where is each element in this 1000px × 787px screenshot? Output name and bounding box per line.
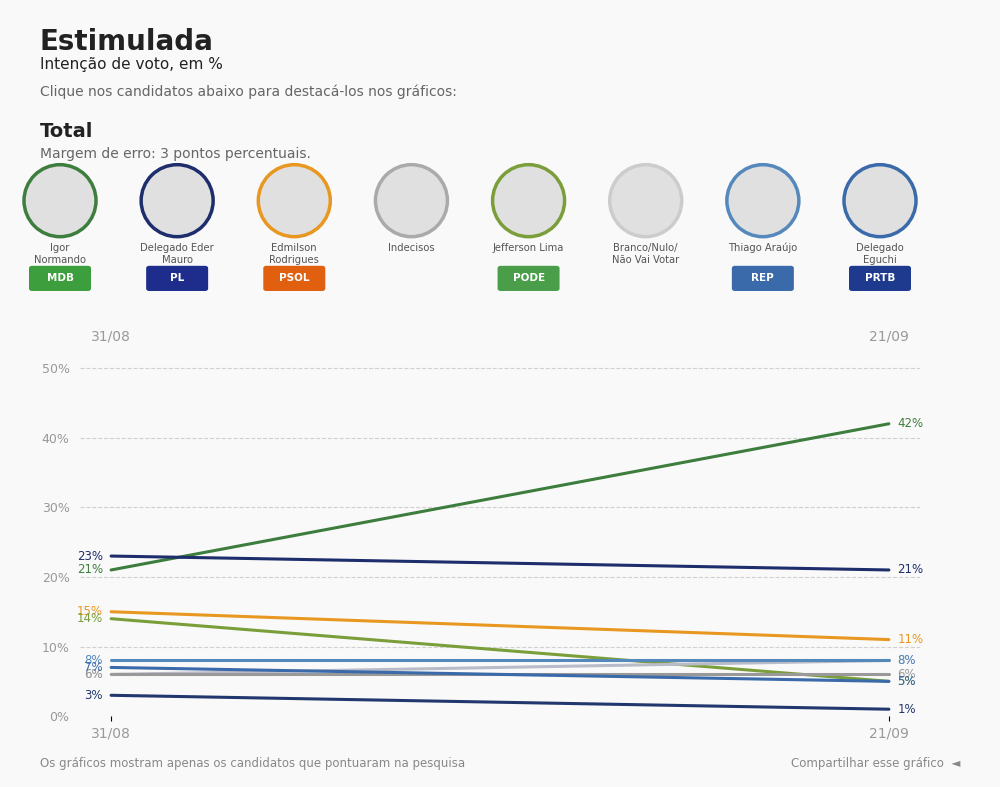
- Text: 3%: 3%: [84, 689, 103, 702]
- Text: Clique nos candidatos abaixo para destacá-los nos gráficos:: Clique nos candidatos abaixo para destac…: [40, 84, 457, 98]
- Text: PRTB: PRTB: [865, 273, 895, 283]
- Text: 8%: 8%: [897, 654, 916, 667]
- Text: REP: REP: [751, 273, 774, 283]
- Text: Jefferson Lima: Jefferson Lima: [493, 243, 564, 253]
- FancyBboxPatch shape: [29, 266, 91, 291]
- Text: MDB: MDB: [46, 273, 74, 283]
- Text: Intenção de voto, em %: Intenção de voto, em %: [40, 57, 223, 72]
- Text: 8%: 8%: [897, 654, 916, 667]
- Text: Delegado Eder
Mauro: Delegado Eder Mauro: [140, 243, 214, 264]
- FancyBboxPatch shape: [849, 266, 911, 291]
- Text: 11%: 11%: [897, 633, 923, 646]
- Text: Os gráficos mostram apenas os candidatos que pontuaram na pesquisa: Os gráficos mostram apenas os candidatos…: [40, 756, 465, 770]
- Text: 5%: 5%: [897, 675, 916, 688]
- Ellipse shape: [24, 164, 96, 237]
- Text: Indecisos: Indecisos: [388, 243, 435, 253]
- Text: 8%: 8%: [84, 654, 103, 667]
- Text: 6%: 6%: [84, 668, 103, 681]
- Text: PSOL: PSOL: [279, 273, 310, 283]
- Ellipse shape: [493, 164, 565, 237]
- Text: Delegado
Eguchi: Delegado Eguchi: [856, 243, 904, 264]
- Ellipse shape: [258, 164, 330, 237]
- Text: Estimulada: Estimulada: [40, 28, 214, 56]
- Text: 21%: 21%: [77, 563, 103, 576]
- Text: Igor
Normando: Igor Normando: [34, 243, 86, 264]
- Text: PODE: PODE: [513, 273, 545, 283]
- Ellipse shape: [141, 164, 213, 237]
- Text: 1%: 1%: [897, 703, 916, 715]
- Text: 15%: 15%: [77, 605, 103, 619]
- Text: 42%: 42%: [897, 417, 923, 430]
- Text: 6%: 6%: [897, 668, 916, 681]
- Text: Edmilson
Rodrigues: Edmilson Rodrigues: [269, 243, 319, 264]
- Text: 5%: 5%: [897, 675, 916, 688]
- Ellipse shape: [610, 164, 682, 237]
- Text: Margem de erro: 3 pontos percentuais.: Margem de erro: 3 pontos percentuais.: [40, 147, 311, 161]
- Text: Branco/Nulo/
Não Vai Votar: Branco/Nulo/ Não Vai Votar: [612, 243, 679, 264]
- Text: PL: PL: [170, 273, 184, 283]
- Text: 21%: 21%: [897, 563, 923, 576]
- FancyBboxPatch shape: [498, 266, 560, 291]
- Ellipse shape: [727, 164, 799, 237]
- FancyBboxPatch shape: [732, 266, 794, 291]
- FancyBboxPatch shape: [146, 266, 208, 291]
- FancyBboxPatch shape: [263, 266, 325, 291]
- Text: 6%: 6%: [84, 668, 103, 681]
- Ellipse shape: [375, 164, 447, 237]
- Text: Thiago Araújo: Thiago Araújo: [728, 243, 797, 253]
- Ellipse shape: [844, 164, 916, 237]
- Text: 14%: 14%: [77, 612, 103, 625]
- Text: 23%: 23%: [77, 549, 103, 563]
- Text: 7%: 7%: [84, 661, 103, 674]
- Text: Total: Total: [40, 122, 93, 141]
- Text: Compartilhar esse gráfico  ◄: Compartilhar esse gráfico ◄: [791, 756, 960, 770]
